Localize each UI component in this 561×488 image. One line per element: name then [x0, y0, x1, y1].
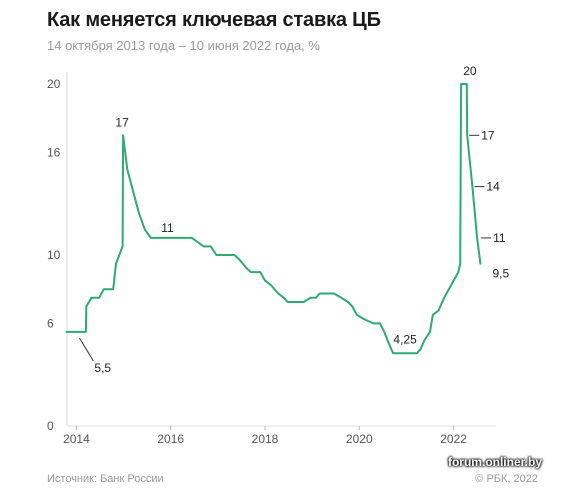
y-tick-label: 0	[47, 419, 54, 433]
chart-title: Как меняется ключевая ставка ЦБ	[47, 9, 381, 31]
data-label: 11	[493, 231, 506, 245]
source-note: Источник: Банк России	[47, 473, 164, 485]
data-label: 17	[115, 115, 129, 129]
data-label: 17	[481, 128, 495, 142]
data-label: 4,25	[393, 332, 417, 346]
x-tick-label: 2022	[440, 432, 467, 446]
watermark: forum.onliner.by	[447, 455, 542, 469]
data-label: 20	[463, 64, 477, 78]
rate-series-line	[65, 83, 482, 355]
y-tick-label: 16	[47, 145, 61, 159]
data-label: 9,5	[492, 267, 509, 281]
y-tick-label: 10	[47, 248, 61, 262]
annotation-leader	[79, 337, 94, 362]
copyright-note: © РБК, 2022	[475, 473, 538, 485]
data-label: 11	[161, 221, 174, 235]
x-tick-label: 2016	[157, 432, 184, 446]
x-tick-label: 2014	[63, 432, 90, 446]
y-tick-label: 6	[47, 316, 54, 330]
y-tick-label: 20	[47, 77, 61, 91]
x-tick-label: 2018	[252, 432, 279, 446]
chart-subtitle: 14 октября 2013 года – 10 июня 2022 года…	[47, 38, 320, 53]
x-tick-label: 2020	[346, 432, 373, 446]
data-label: 14	[486, 180, 500, 194]
data-label: 5,5	[94, 361, 111, 375]
